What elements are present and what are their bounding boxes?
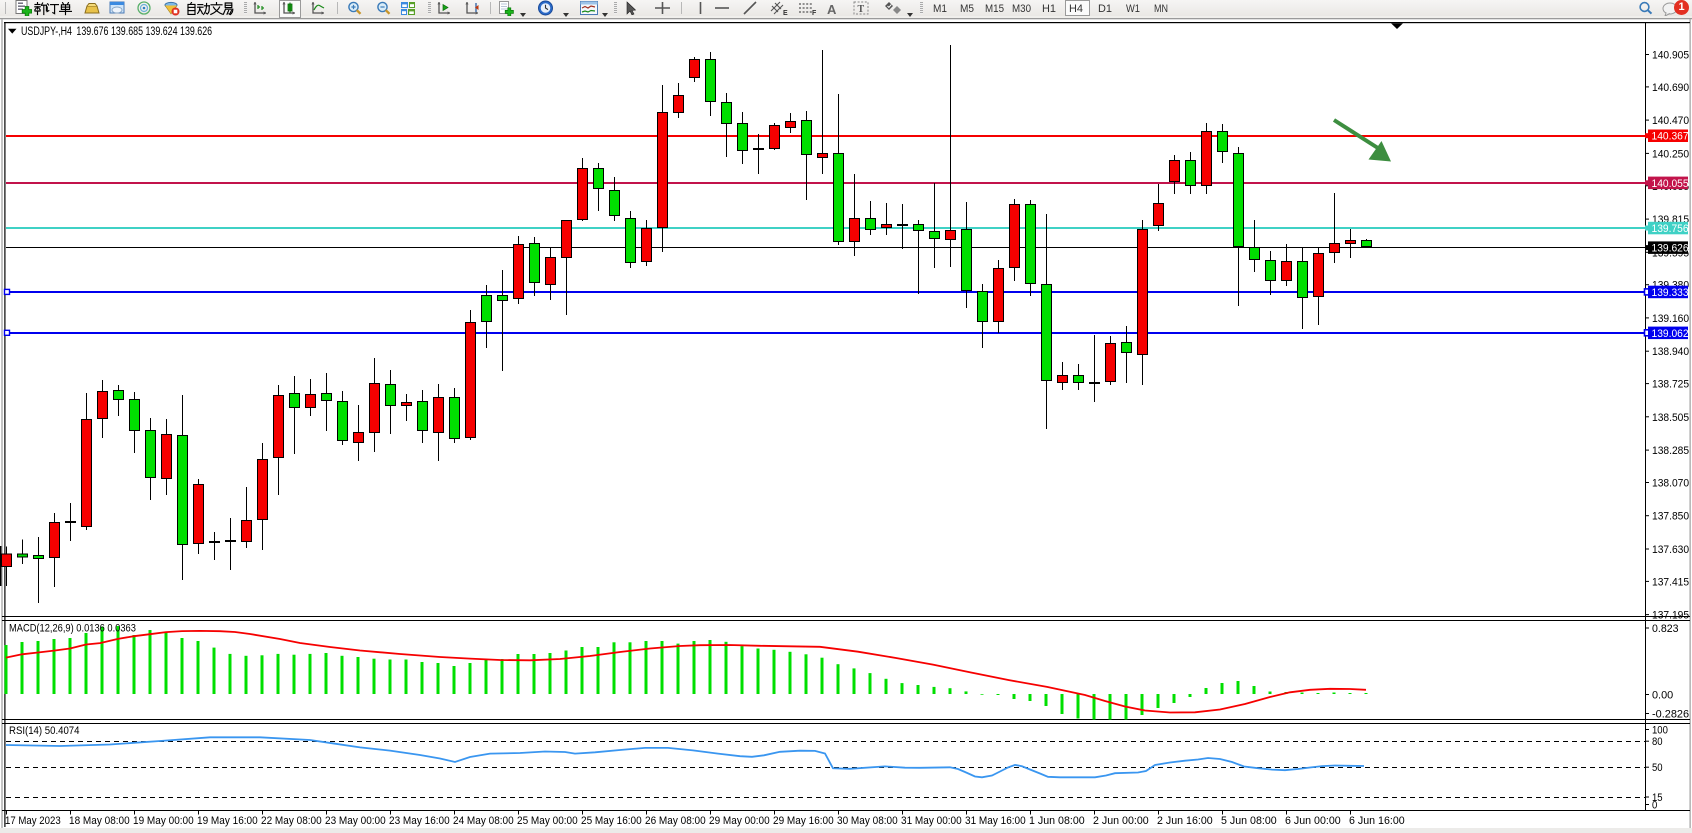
svg-text:24 May 08:00: 24 May 08:00 bbox=[453, 815, 514, 827]
svg-text:80: 80 bbox=[1652, 736, 1663, 748]
svg-text:137.415: 137.415 bbox=[1652, 576, 1689, 588]
svg-text:17 May 2023: 17 May 2023 bbox=[5, 815, 61, 827]
svg-text:23 May 16:00: 23 May 16:00 bbox=[389, 815, 450, 827]
svg-text:138.285: 138.285 bbox=[1652, 445, 1689, 457]
svg-text:RSI(14) 50.4074: RSI(14) 50.4074 bbox=[9, 725, 80, 737]
svg-text:29 May 00:00: 29 May 00:00 bbox=[709, 815, 770, 827]
svg-text:137.195: 137.195 bbox=[1652, 610, 1689, 622]
svg-text:D1: D1 bbox=[1098, 3, 1112, 15]
svg-text:138.940: 138.940 bbox=[1652, 346, 1689, 358]
svg-text:139.756: 139.756 bbox=[1652, 223, 1689, 235]
svg-text:18 May 08:00: 18 May 08:00 bbox=[69, 815, 130, 827]
svg-text:M15: M15 bbox=[985, 3, 1004, 15]
svg-text:139.333: 139.333 bbox=[1652, 287, 1689, 299]
svg-text:M5: M5 bbox=[960, 3, 974, 15]
svg-text:140.250: 140.250 bbox=[1652, 148, 1689, 160]
svg-text:29 May 16:00: 29 May 16:00 bbox=[773, 815, 834, 827]
svg-text:USDJPY-,H4 139.676 139.685 139: USDJPY-,H4 139.676 139.685 139.624 139.6… bbox=[21, 26, 212, 38]
svg-text:MACD(12,26,9) 0.0136 0.0363: MACD(12,26,9) 0.0136 0.0363 bbox=[9, 623, 136, 635]
svg-text:139.062: 139.062 bbox=[1652, 328, 1689, 340]
svg-text:W1: W1 bbox=[1126, 3, 1140, 15]
svg-text:140.470: 140.470 bbox=[1652, 115, 1689, 127]
svg-text:2 Jun 16:00: 2 Jun 16:00 bbox=[1157, 815, 1213, 827]
svg-text:138.070: 138.070 bbox=[1652, 478, 1689, 490]
svg-text:2 Jun 00:00: 2 Jun 00:00 bbox=[1093, 815, 1149, 827]
svg-text:H4: H4 bbox=[1069, 3, 1083, 15]
svg-text:50: 50 bbox=[1652, 762, 1663, 774]
svg-text:19 May 16:00: 19 May 16:00 bbox=[197, 815, 258, 827]
svg-text:137.630: 137.630 bbox=[1652, 544, 1689, 556]
svg-text:15: 15 bbox=[1652, 792, 1663, 804]
svg-text:19 May 00:00: 19 May 00:00 bbox=[133, 815, 194, 827]
svg-text:137.850: 137.850 bbox=[1652, 511, 1689, 523]
svg-text:22 May 08:00: 22 May 08:00 bbox=[261, 815, 322, 827]
svg-text:M1: M1 bbox=[933, 3, 947, 15]
svg-text:100: 100 bbox=[1652, 725, 1668, 737]
svg-text:23 May 00:00: 23 May 00:00 bbox=[325, 815, 386, 827]
svg-text:31 May 00:00: 31 May 00:00 bbox=[901, 815, 962, 827]
svg-text:25 May 16:00: 25 May 16:00 bbox=[581, 815, 642, 827]
svg-text:1 Jun 08:00: 1 Jun 08:00 bbox=[1029, 815, 1085, 827]
svg-text:0.823: 0.823 bbox=[1652, 623, 1679, 635]
svg-text:E: E bbox=[783, 10, 788, 16]
svg-text:6 Jun 00:00: 6 Jun 00:00 bbox=[1285, 815, 1341, 827]
svg-text:0: 0 bbox=[1652, 800, 1657, 812]
svg-text:-0.2826: -0.2826 bbox=[1652, 709, 1689, 721]
svg-text:0.00: 0.00 bbox=[1652, 690, 1673, 702]
svg-text:5 Jun 08:00: 5 Jun 08:00 bbox=[1221, 815, 1277, 827]
svg-text:140.055: 140.055 bbox=[1652, 178, 1689, 190]
svg-text:138.505: 138.505 bbox=[1652, 412, 1689, 424]
svg-text:140.905: 140.905 bbox=[1652, 50, 1689, 62]
svg-text:F: F bbox=[812, 10, 817, 16]
svg-text:T: T bbox=[858, 4, 865, 15]
svg-text:138.725: 138.725 bbox=[1652, 379, 1689, 391]
svg-text:26 May 08:00: 26 May 08:00 bbox=[645, 815, 706, 827]
svg-text:30 May 08:00: 30 May 08:00 bbox=[837, 815, 898, 827]
svg-text:140.690: 140.690 bbox=[1652, 82, 1689, 94]
svg-text:139.160: 139.160 bbox=[1652, 313, 1689, 325]
svg-text:6 Jun 16:00: 6 Jun 16:00 bbox=[1349, 815, 1405, 827]
svg-text:M30: M30 bbox=[1012, 3, 1031, 15]
svg-text:MN: MN bbox=[1154, 3, 1168, 15]
svg-text:140.367: 140.367 bbox=[1652, 131, 1689, 143]
svg-text:H1: H1 bbox=[1042, 3, 1056, 15]
svg-text:31 May 16:00: 31 May 16:00 bbox=[965, 815, 1026, 827]
svg-text:25 May 00:00: 25 May 00:00 bbox=[517, 815, 578, 827]
svg-text:139.626: 139.626 bbox=[1652, 243, 1689, 255]
